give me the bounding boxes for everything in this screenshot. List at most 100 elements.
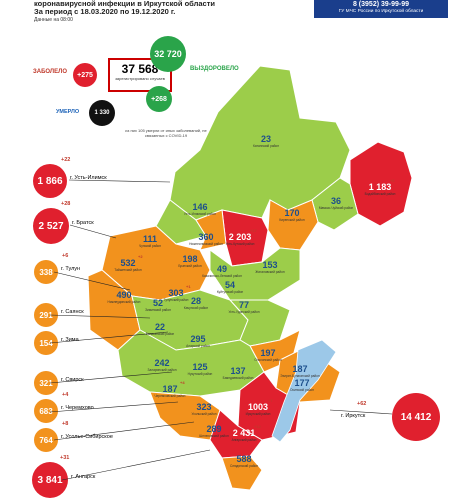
district-value: 111: [143, 234, 157, 244]
side-city-label: г. Ангарск: [71, 474, 96, 480]
district-name: Нукутский район: [188, 372, 213, 376]
side-city-label: г. Усолье-Сибирское: [61, 434, 113, 440]
district-value: 146: [192, 202, 207, 212]
district-value: 36: [331, 196, 341, 206]
recovered-label: ВЫЗДОРОВЕЛО: [190, 66, 239, 72]
district-value: 588: [236, 454, 251, 464]
district-delta: +6: [390, 178, 395, 183]
side-city-label: г. Зима: [61, 337, 79, 343]
district-value: 490: [116, 290, 131, 300]
side-city-label: г. Тулун: [61, 266, 81, 272]
district-delta: +1: [186, 284, 191, 289]
died-note: из них 105 умерли от иных заболеваний, н…: [125, 128, 207, 138]
district-name: Эхирит-Булагатский район: [280, 374, 320, 378]
district-value: 52: [153, 298, 163, 308]
recovered-badge: 32 720: [150, 36, 186, 72]
side-city-label: г. Саянск: [61, 309, 84, 315]
side-city-label: г. Усть-Илимск: [70, 175, 107, 181]
hotline-phone: 8 (3952) 39-99-99: [352, 1, 410, 8]
recovered-delta-badge: +268: [146, 86, 172, 112]
district-name: Ольхонский район: [254, 358, 282, 362]
district-delta: +17: [250, 228, 258, 233]
district-value: 54: [225, 280, 235, 290]
side-city-delta: +4: [62, 392, 69, 398]
district-value: 1003: [248, 402, 268, 412]
district-name: Баяндаевский район: [223, 376, 254, 380]
page-title: коронавирусной инфекции в Иркутской обла…: [34, 0, 215, 16]
leader-lines: [49, 179, 393, 481]
side-city-delta: +31: [60, 455, 70, 461]
district-value: 242: [154, 358, 169, 368]
update-time: Данные на 08:00: [34, 17, 73, 23]
irkutsk-label: г. Иркутск: [341, 413, 366, 419]
district-name: Усть-Кутский район: [226, 242, 255, 246]
district-name: Усольский район: [192, 412, 217, 416]
district-name: Бодайбинский район: [365, 192, 396, 196]
district-name: Чунский район: [139, 244, 161, 248]
district-name: Аларский район: [186, 344, 210, 348]
district-value: 360: [198, 232, 213, 242]
district-value: 1 183: [369, 182, 392, 192]
district-name: Усть-Удинский район: [228, 310, 259, 314]
district-name: Зиминский район: [145, 308, 171, 312]
died-label: УМЕРЛО: [56, 109, 80, 115]
district-value: 295: [190, 334, 205, 344]
side-city-delta: +22: [61, 157, 71, 163]
district-value: 323: [196, 402, 211, 412]
district-value: 187: [292, 364, 307, 374]
district-name: Иркутский район: [246, 412, 271, 416]
district-value: 170: [284, 208, 299, 218]
map-south-green: [117, 329, 265, 397]
district-delta: +4: [180, 380, 185, 385]
district-value: 197: [260, 348, 275, 358]
district-value: 22: [155, 322, 165, 332]
district-name: Тулунский район: [164, 298, 189, 302]
district-value: 23: [261, 134, 271, 144]
district-value: 49: [217, 264, 227, 274]
district-name: Нижнеилимский район: [189, 242, 223, 246]
district-value: 303: [168, 288, 183, 298]
district-name: Казачинско-Ленский район: [202, 274, 242, 278]
side-city-label: г. Черемхово: [61, 405, 94, 411]
map-sludyanka: [221, 455, 263, 491]
district-name: Куйтунский район: [217, 290, 244, 294]
district-name: Братский район: [178, 264, 202, 268]
district-name: Ангарский район: [232, 438, 257, 442]
side-city-label: г. Свирск: [61, 377, 84, 383]
district-name: Осинский район: [290, 388, 314, 392]
district-name: Нижнеудинский район: [108, 300, 141, 304]
irkutsk-badge: 14 412: [392, 393, 440, 441]
total-caption: зарегистрировано случаев: [115, 76, 165, 81]
district-name: Тайшетский район: [114, 268, 142, 272]
side-city-badge: 321: [34, 371, 58, 395]
side-city-badge: 154: [34, 331, 58, 355]
side-city-badge: 1 866: [33, 164, 67, 198]
sick-delta-badge: +275: [73, 63, 97, 87]
map-nizhneilimsk: [195, 209, 227, 251]
hotline-banner: 8 (3952) 39-99-99 ГУ МЧС России по Иркут…: [314, 0, 448, 18]
side-city-label: г. Братск: [72, 220, 94, 226]
district-value: 198: [182, 254, 197, 264]
district-name: Усть-Илимский район: [184, 212, 216, 216]
district-name: Заларинский район: [148, 368, 177, 372]
district-name: Киренский район: [279, 218, 304, 222]
district-value: 289: [206, 424, 221, 434]
side-city-delta: +8: [62, 421, 69, 427]
district-delta: +2: [138, 254, 143, 259]
map-kirensk: [267, 199, 319, 251]
side-city-badge: 2 527: [33, 208, 69, 244]
district-value: 153: [262, 260, 277, 270]
irkutsk-delta: +62: [357, 401, 367, 407]
district-name: Катангский район: [253, 144, 279, 148]
map-kazachinsk: [209, 247, 301, 301]
district-value: 28: [191, 296, 201, 306]
district-name: Жигаловский район: [255, 270, 284, 274]
district-value: 137: [230, 366, 245, 376]
district-name: Слюдянский район: [230, 464, 258, 468]
total-value: 37 568: [121, 62, 159, 76]
district-name: Черемховский район: [155, 394, 186, 398]
district-name: Балаганский район: [146, 332, 175, 336]
district-delta: +12: [254, 424, 262, 429]
side-city-delta: +28: [61, 201, 71, 207]
